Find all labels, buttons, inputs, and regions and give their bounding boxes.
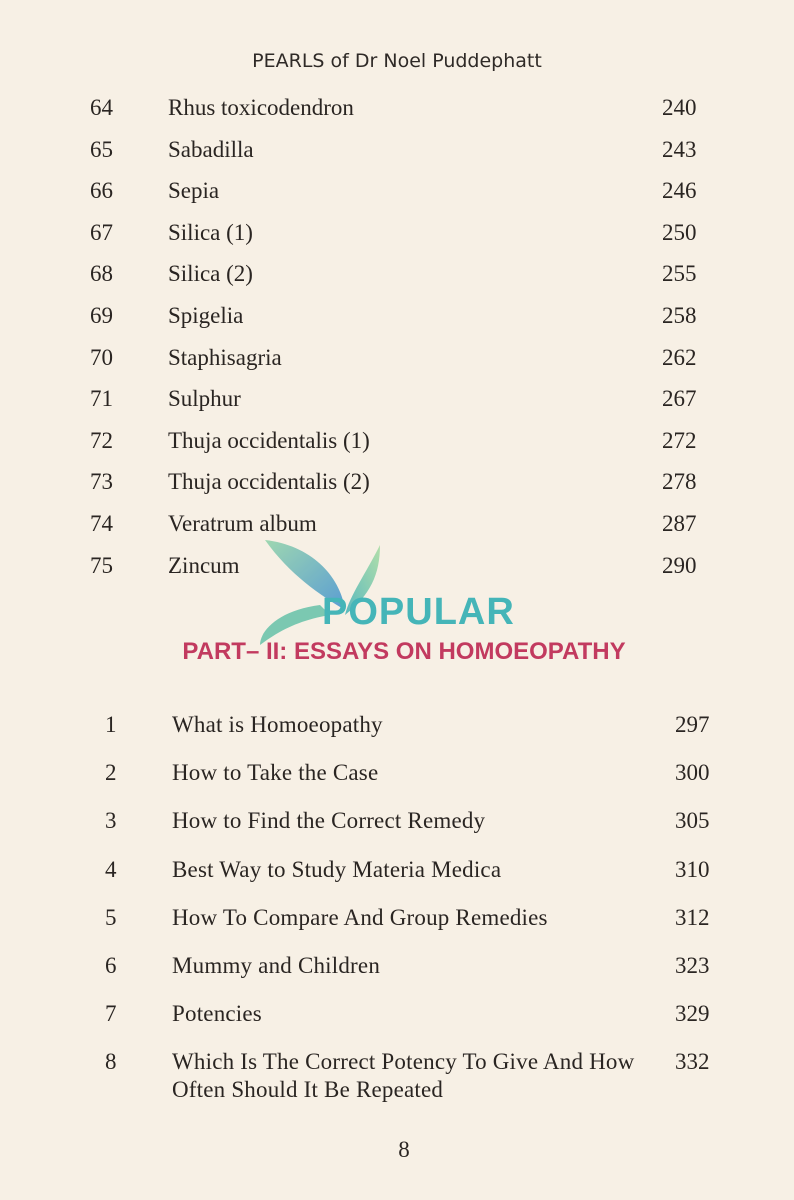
entry-page: 255 [662, 261, 697, 287]
entry-page: 305 [675, 808, 710, 834]
entry-title: Which Is The Correct Potency To Give And… [172, 1049, 635, 1103]
entry-num: 72 [90, 427, 113, 453]
entry-num: 74 [90, 511, 113, 536]
entry-num: 1 [105, 712, 117, 737]
entry-title: Sepia [168, 178, 220, 204]
entry-page: 267 [662, 386, 697, 412]
entry-title: Potencies [172, 1001, 262, 1027]
entry-title: How to Take the Case [172, 760, 379, 786]
entry-page: 329 [675, 1001, 710, 1027]
part-two-heading: PART– II: ESSAYS ON HOMOEOPATHY [182, 638, 626, 665]
entry-num: 6 [105, 953, 117, 978]
entry-num: 69 [90, 303, 113, 328]
entry-page: 272 [662, 427, 697, 453]
entry-title: Silica (2) [168, 261, 253, 287]
entry-page: 278 [662, 469, 697, 495]
entry-num: 68 [90, 261, 113, 287]
entry-page: 297 [675, 712, 710, 737]
entry-num: 4 [105, 856, 117, 882]
entry-page: 323 [675, 953, 710, 978]
entry-page: 287 [662, 511, 697, 536]
running-header: PEARLS of Dr Noel Puddephatt [252, 50, 542, 72]
entry-page: 262 [662, 344, 697, 370]
entry-title: Spigelia [168, 303, 244, 328]
entry-num: 64 [90, 95, 113, 120]
entry-num: 8 [105, 1049, 117, 1075]
watermark-text: POPULAR [322, 591, 515, 633]
entry-num: 3 [105, 808, 117, 834]
entry-page: 332 [675, 1049, 710, 1075]
entry-num: 71 [90, 386, 113, 412]
leaf-logo-icon [260, 540, 380, 645]
entry-num: 75 [90, 552, 113, 578]
entry-page: 300 [675, 760, 710, 786]
entry-title: Best Way to Study Materia Medica [172, 856, 502, 882]
page-number: 8 [398, 1137, 410, 1162]
entry-num: 2 [105, 760, 117, 786]
entry-page: 250 [662, 219, 697, 245]
entry-title: Veratrum album [168, 511, 317, 536]
entry-page: 312 [675, 904, 710, 930]
entry-title: Thuja occidentalis (1) [168, 427, 370, 453]
entry-title: Sabadilla [168, 136, 254, 162]
entry-num: 65 [90, 136, 113, 162]
entry-title: Thuja occidentalis (2) [168, 469, 370, 495]
entry-title: Silica (1) [168, 219, 253, 245]
entry-page: 310 [675, 856, 710, 882]
entry-title: How To Compare And Group Remedies [172, 904, 548, 930]
entry-num: 67 [90, 219, 113, 245]
entry-title: Mummy and Children [172, 953, 381, 978]
entry-title: Zincum [168, 552, 240, 578]
entry-num: 66 [90, 178, 113, 204]
entry-num: 5 [105, 904, 117, 930]
entry-num: 70 [90, 344, 113, 370]
entry-title: Sulphur [168, 386, 241, 412]
entry-title: How to Find the Correct Remedy [172, 808, 486, 834]
entry-num: 73 [90, 469, 113, 495]
entry-title: Staphisagria [168, 344, 282, 370]
entry-page: 246 [662, 178, 697, 204]
entry-page: 240 [662, 95, 697, 120]
entry-title: What is Homoeopathy [172, 712, 383, 737]
entry-page: 258 [662, 303, 697, 328]
entry-page: 243 [662, 136, 697, 162]
entry-page: 290 [662, 552, 697, 578]
entry-title: Rhus toxicodendron [168, 95, 354, 120]
entry-num: 7 [105, 1001, 117, 1027]
